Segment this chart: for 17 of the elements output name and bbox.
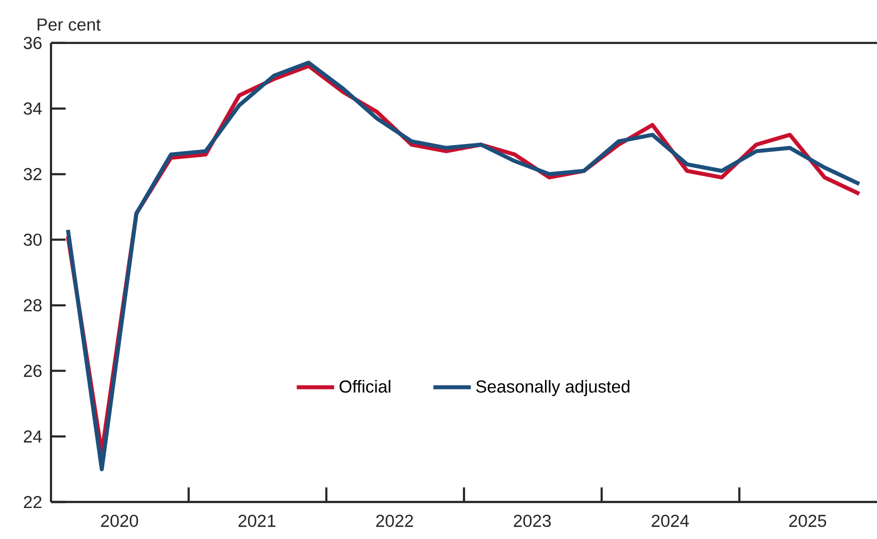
y-tick-label: 30 <box>24 234 42 246</box>
x-tick-label: 2024 <box>652 514 689 527</box>
x-tick-label: 2020 <box>101 514 138 527</box>
y-tick-label: 22 <box>24 496 42 508</box>
y-tick-label: 36 <box>24 36 42 50</box>
y-tick-label: 28 <box>24 299 42 312</box>
y-tick-label: 26 <box>24 364 42 377</box>
x-tick-label: 2025 <box>789 514 826 527</box>
y-tick-label: 32 <box>24 168 42 180</box>
x-tick-label: 2023 <box>514 514 551 527</box>
x-tick-label: 2022 <box>376 514 413 527</box>
y-tick-label: 24 <box>24 430 42 442</box>
legend-label: Seasonally adjusted <box>476 380 630 396</box>
legend-label: Official <box>340 380 390 393</box>
y-axis-title: Per cent <box>38 18 101 31</box>
y-tick-label: 34 <box>24 102 42 115</box>
x-tick-label: 2021 <box>238 514 276 527</box>
